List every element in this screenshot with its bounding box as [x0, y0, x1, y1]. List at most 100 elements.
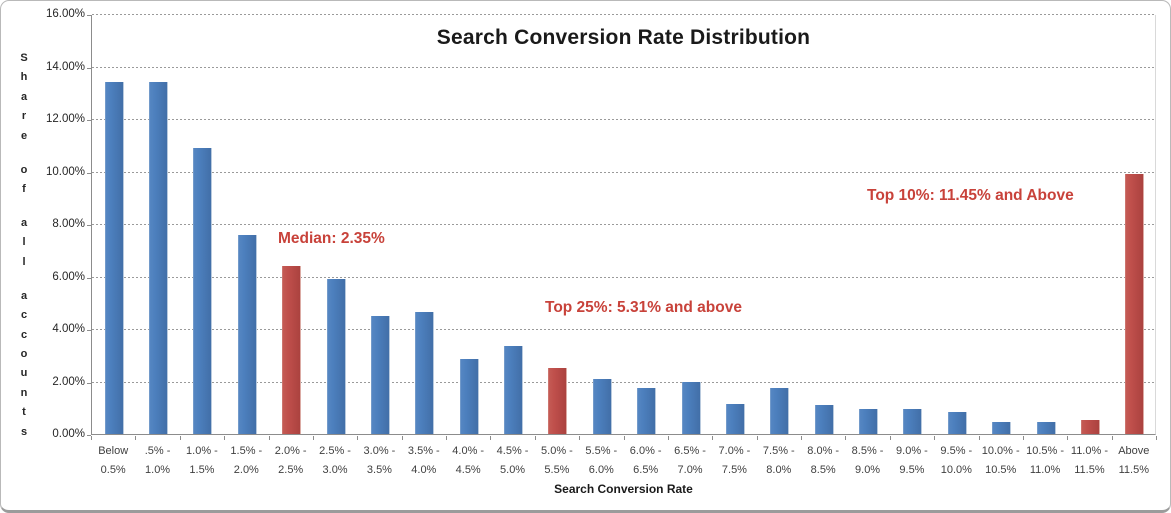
bar-1.0-1.5-	[193, 147, 213, 434]
x-axis-tick-mark	[934, 436, 936, 440]
x-axis-tick-mark	[579, 436, 581, 440]
x-axis-tick-mark	[179, 436, 181, 440]
x-axis-tick-mark	[224, 436, 226, 440]
y-axis-title-letter: a	[20, 289, 28, 302]
plot-area	[91, 14, 1156, 435]
y-axis-tick-mark	[87, 382, 91, 384]
y-axis-tick-label: 6.00%	[52, 270, 85, 283]
y-axis-title-letter: l	[22, 255, 26, 268]
x-axis-tick-label: 2.5% -3.0%	[319, 445, 351, 476]
x-axis-tick-label: 7.5% -8.0%	[762, 445, 795, 476]
y-axis-title-letter: c	[20, 309, 28, 322]
bar-6.0-6.5-	[637, 388, 657, 434]
x-axis-tick-label: 4.5% -5.0%	[496, 445, 529, 476]
y-axis-title-letter: f	[22, 183, 26, 196]
x-axis-tick-mark	[534, 436, 536, 440]
x-axis-tick-label: 6.5% -7.0%	[674, 445, 706, 476]
bar-3.5-4.0-	[415, 311, 435, 434]
bar-8.0-8.5-	[814, 405, 834, 434]
y-axis-tick-mark	[87, 15, 91, 16]
x-axis-tick-mark	[446, 436, 447, 440]
x-axis-tick-mark	[712, 436, 714, 440]
y-axis-tick-label: 4.00%	[52, 323, 85, 335]
x-axis-tick-mark	[623, 436, 625, 440]
y-axis-tick-mark	[87, 120, 91, 121]
bar-9.5-10.0-	[947, 411, 967, 434]
bar-2.0-2.5-	[282, 266, 302, 434]
bar-10.0-10.5-	[992, 422, 1012, 434]
y-axis-tick-label: 12.00%	[45, 113, 85, 125]
x-axis-tick-mark	[135, 436, 137, 440]
x-axis-tick-mark	[401, 436, 403, 440]
x-axis-tick-label: 9.5% -10.0%	[940, 445, 973, 476]
x-axis-title: Search Conversion Rate	[554, 482, 693, 496]
x-axis-tick-mark	[357, 436, 359, 440]
bar-7.5-8.0-	[770, 388, 790, 434]
x-axis-tick-mark	[845, 436, 847, 440]
x-axis-tick-mark	[1022, 436, 1024, 440]
y-axis-tick-mark	[87, 330, 91, 331]
x-axis-tick-label: .5% -1.0%	[144, 445, 171, 476]
y-axis-title-letter: h	[20, 71, 28, 84]
bar-4.5-5.0-	[504, 346, 524, 434]
x-axis-tick-label: 7.0% -7.5%	[718, 445, 751, 476]
bar-5.5-6.0-	[592, 378, 612, 434]
x-axis-tick-label: 5.5% -6.0%	[585, 445, 618, 476]
annotation-top25: Top 25%: 5.31% and above	[545, 299, 742, 316]
y-axis-tick-label: 8.00%	[52, 218, 85, 230]
chart-title: Search Conversion Rate Distribution	[436, 26, 811, 49]
gridline	[92, 119, 1155, 120]
y-axis-title-letter: a	[20, 90, 28, 103]
x-axis-tick-mark	[801, 436, 802, 440]
x-axis-tick-mark	[1067, 436, 1069, 440]
bar-11.0-11.5-	[1080, 419, 1100, 434]
x-axis-tick-label: 2.0% -2.5%	[274, 445, 307, 476]
y-axis-title-letter: t	[22, 406, 26, 419]
x-axis-tick-mark	[978, 436, 980, 440]
bar-.5-1.0-	[149, 82, 169, 434]
y-axis-title-letter: a	[20, 216, 28, 229]
x-axis-tick-label: Below 0.5%	[98, 445, 129, 476]
x-axis-tick-label: 1.0% -1.5%	[186, 445, 218, 476]
bar-6.5-7.0-	[681, 381, 701, 434]
y-axis-tick-mark	[87, 277, 91, 279]
annotation-top10: Top 10%: 11.45% and Above	[867, 187, 1074, 204]
bar-7.0-7.5-	[725, 403, 745, 434]
y-axis-tick-label: 2.00%	[52, 375, 85, 388]
y-axis-title-letter: c	[20, 328, 28, 341]
y-axis-title-letter: o	[20, 348, 28, 360]
y-axis-title-letter: l	[22, 236, 26, 249]
x-axis-tick-label: 1.5% -2.0%	[230, 445, 263, 476]
y-axis-tick-mark	[87, 435, 91, 436]
bar-5.0-5.5-	[548, 368, 568, 434]
y-axis-tick-label: 0.00%	[52, 428, 85, 440]
bar-4.0-4.5-	[459, 359, 479, 434]
bar-1.5-2.0-	[237, 234, 257, 434]
x-axis-tick-mark	[1111, 436, 1113, 440]
y-axis-title-letter: e	[20, 129, 28, 142]
x-axis-tick-mark	[1156, 436, 1157, 440]
y-axis-tick-mark	[87, 172, 91, 174]
gridline	[92, 66, 1155, 68]
x-axis-tick-label: 3.5% -4.0%	[407, 445, 440, 476]
y-axis-title-letter: o	[20, 163, 28, 176]
y-axis-title-letter: s	[20, 425, 28, 438]
x-axis-tick-label: 3.0% -3.5%	[363, 445, 396, 476]
gridline	[92, 224, 1155, 225]
bar-9.0-9.5-	[903, 409, 923, 434]
y-axis-tick-mark	[87, 67, 91, 69]
x-axis-tick-mark	[91, 436, 92, 440]
bar-above-11.5-	[1125, 174, 1145, 434]
x-axis-tick-label: 6.0% -6.5%	[629, 445, 662, 476]
x-axis-tick-label: 5.0% -5.5%	[541, 445, 573, 476]
x-axis-tick-label: 10.0% -10.5%	[981, 445, 1020, 476]
y-axis-title-letter: r	[21, 110, 27, 123]
x-axis-tick-label: 4.0% -4.5%	[452, 445, 485, 476]
x-axis-tick-label: 10.5% -11.0%	[1026, 445, 1065, 476]
y-axis-tick-label: 10.00%	[45, 165, 85, 178]
y-axis-title-letter: S	[20, 52, 28, 64]
x-axis-tick-mark	[889, 436, 891, 440]
x-axis-tick-label: 8.5% -9.0%	[851, 445, 884, 476]
bar-3.0-3.5-	[370, 315, 390, 434]
